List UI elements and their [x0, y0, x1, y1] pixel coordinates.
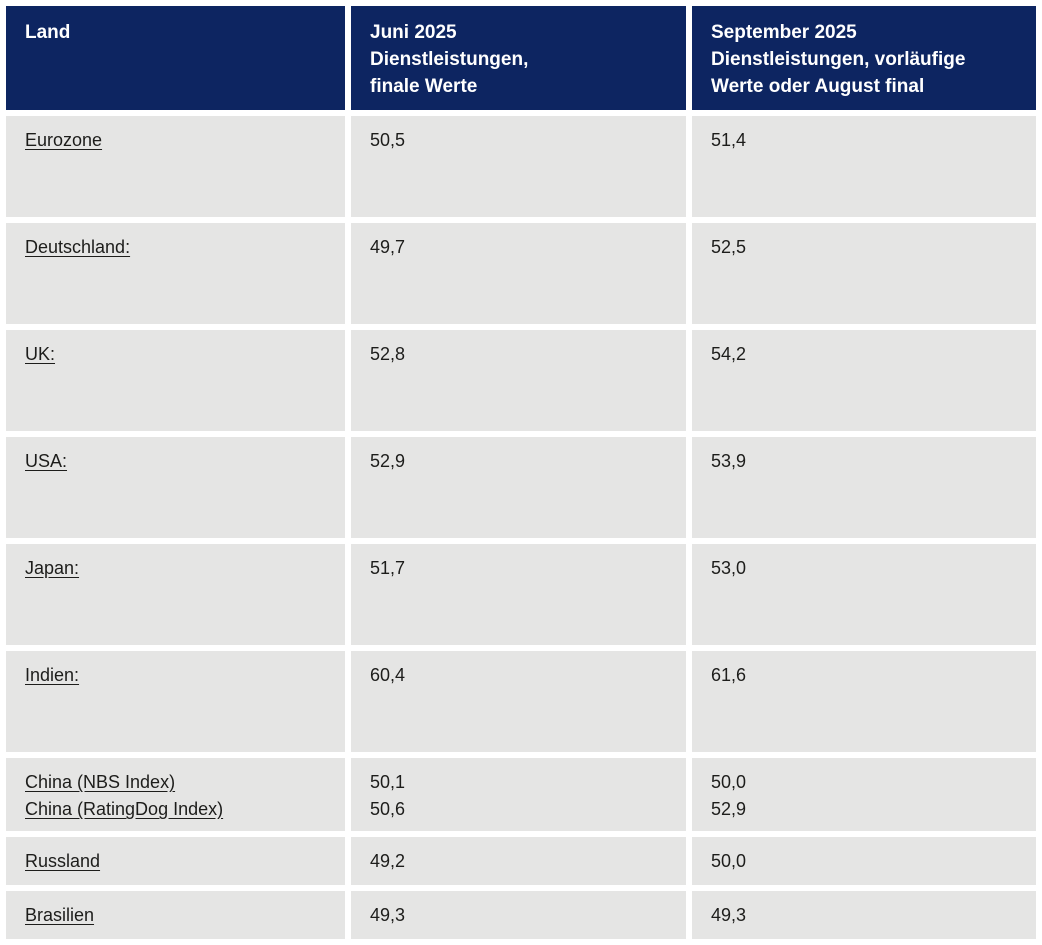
- country-line: UK:: [25, 341, 329, 368]
- country-link[interactable]: China (RatingDog Index): [25, 799, 224, 819]
- land-cell: Japan:: [6, 544, 345, 645]
- juni-value-cell: 49,2: [351, 837, 686, 885]
- header-row: Land Juni 2025 Dienstleistungen, finale …: [6, 6, 1036, 110]
- september-value-cell: 53,0: [692, 544, 1036, 645]
- value-line: 50,5: [370, 130, 406, 150]
- value-line: 50,0: [711, 772, 747, 792]
- country-line: China (NBS Index): [25, 769, 329, 796]
- value-line: 52,9: [711, 799, 747, 819]
- country-line: Indien:: [25, 662, 329, 689]
- column-header-juni-2025: Juni 2025 Dienstleistungen, finale Werte: [351, 6, 686, 110]
- september-value-cell: 54,2: [692, 330, 1036, 431]
- value-line: 50,6: [370, 799, 406, 819]
- value-line: 49,2: [370, 851, 406, 871]
- column-header-land: Land: [6, 6, 345, 110]
- value-line: 51,7: [370, 558, 406, 578]
- land-cell: Russland: [6, 837, 345, 885]
- value-line: 49,3: [711, 905, 747, 925]
- value-line: 53,0: [711, 558, 747, 578]
- country-line: China (RatingDog Index): [25, 796, 329, 823]
- value-line: 52,5: [711, 237, 747, 257]
- country-link[interactable]: Brasilien: [25, 905, 95, 925]
- country-line: Brasilien: [25, 902, 329, 929]
- country-link[interactable]: USA:: [25, 451, 68, 471]
- september-value-cell: 50,0: [692, 837, 1036, 885]
- september-value-cell: 53,9: [692, 437, 1036, 538]
- country-link[interactable]: Deutschland:: [25, 237, 131, 257]
- value-line: 52,9: [370, 451, 406, 471]
- table-row: Brasilien 49,3 49,3: [6, 891, 1036, 939]
- country-link[interactable]: China (NBS Index): [25, 772, 176, 792]
- value-line: 50,0: [711, 851, 747, 871]
- value-line: 52,8: [370, 344, 406, 364]
- country-line: Japan:: [25, 555, 329, 582]
- juni-value-cell: 60,4: [351, 651, 686, 752]
- juni-value-cell: 49,3: [351, 891, 686, 939]
- value-line: 50,1: [370, 772, 406, 792]
- land-cell: Brasilien: [6, 891, 345, 939]
- table-row: USA: 52,9 53,9: [6, 437, 1036, 538]
- september-value-cell: 51,4: [692, 116, 1036, 217]
- juni-value-cell: 50,5: [351, 116, 686, 217]
- juni-value-cell: 50,1 50,6: [351, 758, 686, 831]
- country-link[interactable]: Russland: [25, 851, 101, 871]
- table-row: Japan: 51,7 53,0: [6, 544, 1036, 645]
- table-row: Russland 49,2 50,0: [6, 837, 1036, 885]
- table-row: China (NBS Index) China (RatingDog Index)…: [6, 758, 1036, 831]
- juni-value-cell: 49,7: [351, 223, 686, 324]
- land-cell: USA:: [6, 437, 345, 538]
- land-cell: Indien:: [6, 651, 345, 752]
- country-line: Russland: [25, 848, 329, 875]
- table-row: UK: 52,8 54,2: [6, 330, 1036, 431]
- juni-value-cell: 52,9: [351, 437, 686, 538]
- value-line: 60,4: [370, 665, 406, 685]
- country-line: USA:: [25, 448, 329, 475]
- land-cell: Eurozone: [6, 116, 345, 217]
- country-link[interactable]: UK:: [25, 344, 56, 364]
- september-value-cell: 50,0 52,9: [692, 758, 1036, 831]
- column-header-september-2025: September 2025 Dienstleistungen, vorläuf…: [692, 6, 1036, 110]
- value-line: 49,7: [370, 237, 406, 257]
- september-value-cell: 49,3: [692, 891, 1036, 939]
- land-cell: UK:: [6, 330, 345, 431]
- value-line: 61,6: [711, 665, 747, 685]
- value-line: 54,2: [711, 344, 747, 364]
- country-link[interactable]: Indien:: [25, 665, 80, 685]
- value-line: 49,3: [370, 905, 406, 925]
- country-link[interactable]: Eurozone: [25, 130, 103, 150]
- value-line: 51,4: [711, 130, 747, 150]
- country-line: Eurozone: [25, 127, 329, 154]
- table-body: Eurozone 50,5 51,4 Deutschland: 49,7 52,5 UK: 5…: [6, 116, 1036, 939]
- country-link[interactable]: Japan:: [25, 558, 80, 578]
- juni-value-cell: 51,7: [351, 544, 686, 645]
- table-row: Indien: 60,4 61,6: [6, 651, 1036, 752]
- table-row: Eurozone 50,5 51,4: [6, 116, 1036, 217]
- land-cell: China (NBS Index) China (RatingDog Index): [6, 758, 345, 831]
- september-value-cell: 61,6: [692, 651, 1036, 752]
- table-header: Land Juni 2025 Dienstleistungen, finale …: [6, 6, 1036, 110]
- land-cell: Deutschland:: [6, 223, 345, 324]
- september-value-cell: 52,5: [692, 223, 1036, 324]
- country-line: Deutschland:: [25, 234, 329, 261]
- juni-value-cell: 52,8: [351, 330, 686, 431]
- table-row: Deutschland: 49,7 52,5: [6, 223, 1036, 324]
- value-line: 53,9: [711, 451, 747, 471]
